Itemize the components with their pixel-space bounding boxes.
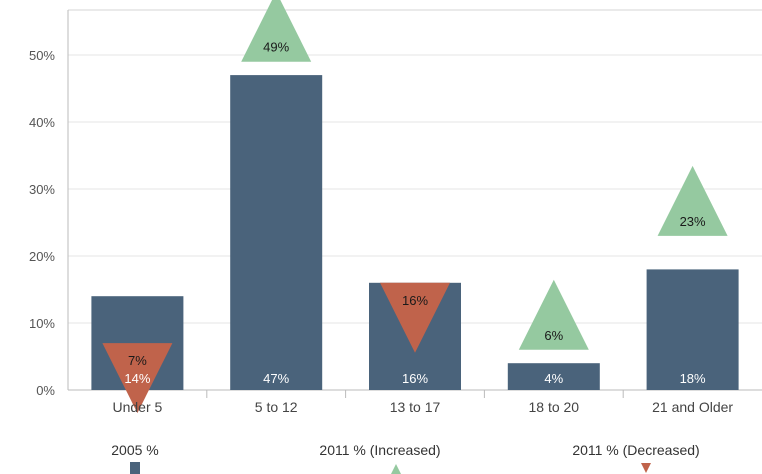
bar-2005	[507, 363, 600, 390]
legend-label: 2011 % (Decreased)	[572, 442, 699, 458]
bar-2005	[230, 75, 323, 390]
y-tick-label: 40%	[29, 115, 55, 130]
x-category-label: 18 to 20	[528, 399, 579, 415]
legend-label: 2011 % (Increased)	[319, 442, 440, 458]
marker-value-label: 49%	[263, 40, 289, 55]
y-tick-label: 30%	[29, 182, 55, 197]
x-category-label: 21 and Older	[652, 399, 733, 415]
marker-value-label: 23%	[680, 214, 706, 229]
y-tick-label: 10%	[29, 316, 55, 331]
bar-value-label: 14%	[124, 371, 150, 386]
marker-value-label: 16%	[402, 293, 428, 308]
x-category-label: Under 5	[112, 399, 162, 415]
legend-label: 2005 %	[111, 442, 158, 458]
labels: Under 5 7% 14% 5 to 12 49% 47% 13 to 17 16% 16% 1…	[112, 40, 733, 415]
marker-2011-increased	[518, 279, 589, 350]
marker-value-label: 6%	[544, 328, 563, 343]
y-tick-label: 20%	[29, 249, 55, 264]
legend-swatch-triangle-up	[391, 464, 401, 474]
legend: 2005 % 2011 % (Increased) 2011 % (Decrease…	[111, 442, 700, 474]
x-category-label: 5 to 12	[255, 399, 298, 415]
marker-2011-decreased	[380, 282, 450, 353]
x-category-label: 13 to 17	[390, 399, 441, 415]
bar-value-label: 16%	[402, 371, 428, 386]
marker-value-label: 7%	[128, 353, 147, 368]
markers	[102, 0, 728, 414]
bar-value-label: 47%	[263, 371, 289, 386]
y-tick-label: 50%	[29, 48, 55, 63]
y-tick-label: 0%	[36, 383, 55, 398]
bar-value-label: 18%	[680, 371, 706, 386]
marker-2011-decreased	[102, 343, 173, 414]
bar-2005	[646, 269, 739, 390]
legend-swatch-triangle-down	[641, 463, 651, 473]
marker-2011-increased	[657, 165, 728, 236]
bar-value-label: 4%	[544, 371, 563, 386]
gridlines	[68, 9, 762, 324]
legend-swatch-bar	[130, 462, 140, 474]
marker-2011-increased	[241, 0, 312, 62]
